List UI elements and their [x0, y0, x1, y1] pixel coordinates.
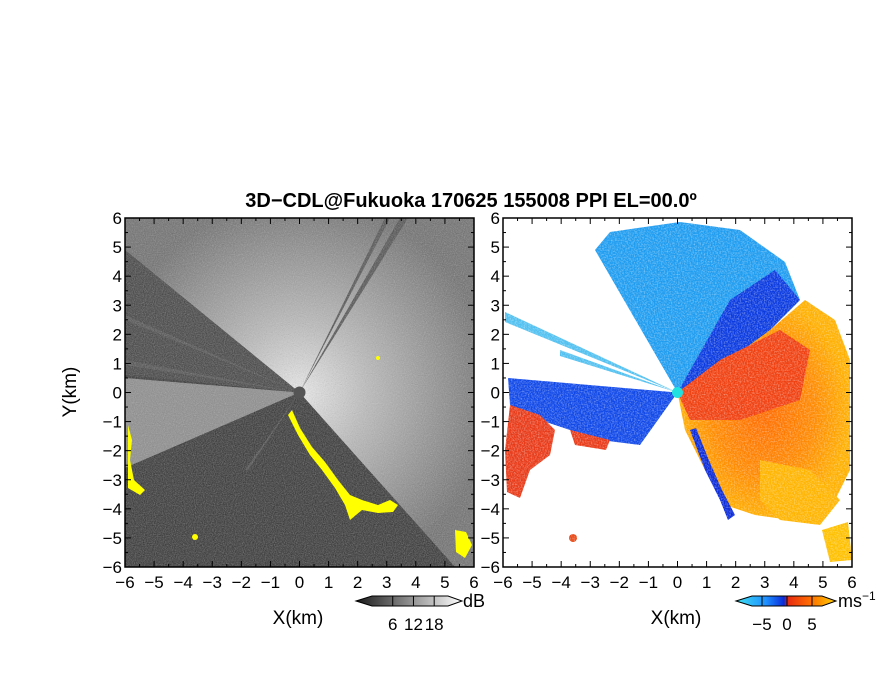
velocity-x-tick-label: 2: [731, 573, 740, 592]
velocity-y-tick-label: 3: [491, 296, 500, 315]
velocity-colorbar-tick-label: 5: [807, 615, 816, 634]
velocity-y-tick-label: 1: [491, 354, 500, 373]
velocity-colorbar-body: [734, 595, 838, 607]
reflectivity-y-tick-label: −5: [103, 529, 122, 548]
reflectivity-highlight-edge: [288, 410, 398, 520]
velocity-y-tick-label: −3: [481, 471, 500, 490]
velocity-colorbar-unit-exponent: −1: [862, 589, 876, 603]
velocity-y-tick-label: −1: [481, 413, 500, 432]
velocity-y-tick-label: 6: [491, 209, 500, 228]
reflectivity-colorbar-tick-label: 12: [404, 615, 423, 634]
reflectivity-x-tick-label: 6: [469, 573, 478, 592]
velocity-x-tick-label: 3: [760, 573, 769, 592]
reflectivity-colorbar: 6 12 18 dB: [354, 591, 485, 634]
reflectivity-colorbar-body: [354, 595, 464, 607]
reflectivity-x-tick-label: −4: [173, 573, 192, 592]
velocity-x-tick-label: 0: [673, 573, 682, 592]
velocity-y-tick-label: 2: [491, 325, 500, 344]
reflectivity-colorbar-tick-label: 18: [425, 615, 444, 634]
reflectivity-y-tick-label: −6: [103, 558, 122, 577]
velocity-colorbar-tick-label: −5: [752, 615, 771, 634]
velocity-colorbar-unit-base: ms: [838, 591, 862, 611]
velocity-colorbar-tick-label: 0: [782, 615, 791, 634]
velocity-x-tick-label: −2: [610, 573, 629, 592]
reflectivity-xlabel: X(km): [273, 608, 324, 629]
reflectivity-x-tick-label: 1: [324, 573, 333, 592]
velocity-x-tick-label: 4: [789, 573, 798, 592]
reflectivity-x-tick-label: −6: [115, 573, 134, 592]
reflectivity-x-tick-label: −3: [203, 573, 222, 592]
reflectivity-y-tick-label: 6: [113, 209, 122, 228]
reflectivity-y-tick-label: 4: [113, 267, 122, 286]
reflectivity-y-tick-label: 2: [113, 325, 122, 344]
velocity-x-tick-label: 1: [702, 573, 711, 592]
velocity-x-tick-label: −1: [639, 573, 658, 592]
reflectivity-ylabel: Y(km): [60, 367, 81, 418]
reflectivity-highlight-dot: [192, 534, 198, 540]
velocity-colorbar-unit: ms−1: [838, 589, 876, 611]
velocity-x-tick-label: −6: [493, 573, 512, 592]
velocity-x-tick-label: −3: [581, 573, 600, 592]
velocity-colorbar: −5 0 5 ms−1: [734, 589, 876, 634]
velocity-x-tick-label: −5: [522, 573, 541, 592]
reflectivity-x-tick-label: −5: [144, 573, 163, 592]
reflectivity-y-tick-label: −2: [103, 442, 122, 461]
reflectivity-colorbar-unit: dB: [463, 591, 485, 611]
velocity-ticks: −6 −5 −4 −3 −2 −1 0 1 2 3 4 5 6 −6 −5 −4 −3 −2 −1 0 1 2 3 4 5 6: [481, 209, 857, 592]
velocity-y-tick-label: −5: [481, 529, 500, 548]
reflectivity-ticks: −6 −5 −4 −3 −2 −1 0 1 2 3 4 5 6 −6 −5 −4 −3 −2 −1 0 1 2 3 4 5 6: [103, 209, 479, 592]
velocity-y-tick-label: 4: [491, 267, 500, 286]
reflectivity-panel: [125, 218, 474, 567]
reflectivity-highlight-patch-corner: [455, 530, 472, 558]
velocity-radar-center: [672, 387, 683, 398]
velocity-panel: [503, 218, 852, 567]
reflectivity-colorbar-tick-label: 6: [388, 615, 397, 634]
reflectivity-x-tick-label: 0: [295, 573, 304, 592]
reflectivity-y-tick-label: −4: [103, 500, 122, 519]
reflectivity-y-tick-label: −3: [103, 471, 122, 490]
reflectivity-x-tick-label: 4: [411, 573, 420, 592]
reflectivity-x-tick-label: −2: [232, 573, 251, 592]
velocity-y-tick-label: −6: [481, 558, 500, 577]
velocity-x-tick-label: −4: [551, 573, 570, 592]
velocity-xlabel: X(km): [651, 608, 702, 629]
reflectivity-y-tick-label: 5: [113, 238, 122, 257]
reflectivity-highlight-patch-left: [128, 425, 145, 495]
reflectivity-radar-center: [293, 386, 306, 399]
velocity-y-tick-label: 0: [491, 384, 500, 403]
reflectivity-x-tick-label: 3: [382, 573, 391, 592]
velocity-x-tick-label: 5: [818, 573, 827, 592]
reflectivity-x-tick-label: 5: [440, 573, 449, 592]
reflectivity-highlight-dot: [376, 356, 380, 360]
velocity-y-tick-label: −4: [481, 500, 500, 519]
velocity-y-tick-label: −2: [481, 442, 500, 461]
reflectivity-y-tick-label: 3: [113, 296, 122, 315]
reflectivity-y-tick-label: 1: [113, 354, 122, 373]
velocity-x-tick-label: 6: [847, 573, 856, 592]
reflectivity-x-tick-label: 2: [353, 573, 362, 592]
figure-title: 3D−CDL@Fukuoka 170625 155008 PPI EL=00.0…: [245, 190, 697, 212]
reflectivity-y-tick-label: 0: [113, 384, 122, 403]
reflectivity-x-tick-label: −1: [261, 573, 280, 592]
reflectivity-y-tick-label: −1: [103, 413, 122, 432]
velocity-y-tick-label: 5: [491, 238, 500, 257]
